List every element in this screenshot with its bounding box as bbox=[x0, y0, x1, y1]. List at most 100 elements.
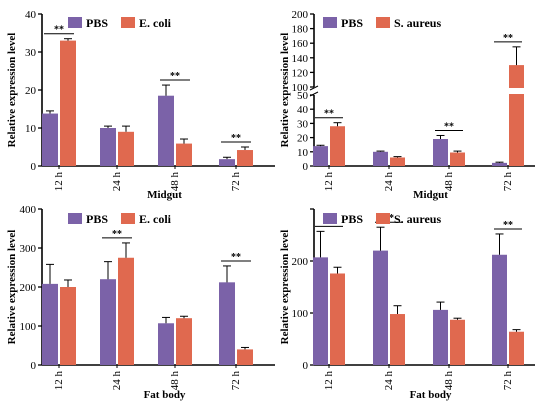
legend-swatch-pbs bbox=[68, 17, 82, 28]
y-tick-label: 10 bbox=[25, 123, 37, 135]
bar-treatment bbox=[237, 349, 253, 365]
x-tick-label: 24 h bbox=[111, 371, 123, 391]
legend-label-pbs: PBS bbox=[86, 212, 108, 226]
y-tick-label: 100 bbox=[292, 82, 309, 94]
bar-treatment bbox=[118, 131, 134, 166]
y-tick-label: 40 bbox=[25, 9, 37, 21]
x-tick-label: 24 h bbox=[383, 172, 395, 192]
axis-break-mark bbox=[309, 91, 319, 97]
legend-swatch-treatment bbox=[121, 17, 135, 28]
y-tick-label: 0 bbox=[303, 161, 309, 173]
x-tick-label: 48 h bbox=[169, 172, 181, 192]
bar-treatment bbox=[450, 319, 465, 365]
y-tick-label: 30 bbox=[297, 118, 309, 130]
legend-label-treatment: S. aureus bbox=[394, 16, 441, 30]
bar-treatment bbox=[176, 318, 192, 365]
bar-treatment bbox=[176, 143, 192, 166]
bar-pbs bbox=[158, 95, 174, 166]
axis-break-mark bbox=[309, 85, 319, 91]
y-tick-label: 120 bbox=[292, 67, 309, 79]
legend: PBS S. aureus bbox=[323, 212, 441, 226]
x-tick-label: 72 h bbox=[230, 371, 242, 391]
significance-marker: ** bbox=[324, 109, 334, 120]
bar-treatment bbox=[450, 152, 465, 166]
y-tick-label: 50 bbox=[297, 90, 309, 102]
bar-treatment bbox=[330, 273, 345, 365]
bar-pbs bbox=[100, 279, 116, 365]
x-tick-label: 48 h bbox=[169, 371, 181, 391]
legend-swatch-treatment bbox=[121, 213, 135, 224]
x-tick-label: 72 h bbox=[502, 371, 514, 391]
y-tick-label: 100 bbox=[20, 321, 37, 333]
legend-label-treatment: E. coli bbox=[139, 212, 172, 226]
significance-marker: ** bbox=[54, 25, 64, 36]
y-axis-label: Relative expression level bbox=[279, 33, 291, 148]
x-tick-label: 24 h bbox=[383, 371, 395, 391]
x-tick-label: 12 h bbox=[53, 371, 65, 391]
bar-treatment bbox=[60, 287, 76, 365]
y-tick-label: 300 bbox=[20, 243, 37, 255]
y-tick-label: 140 bbox=[292, 53, 309, 65]
bar-pbs bbox=[313, 146, 328, 166]
significance-marker: ** bbox=[231, 252, 241, 263]
x-tick-label: 48 h bbox=[443, 371, 455, 391]
legend: PBS S. aureus bbox=[323, 16, 441, 30]
bar-treatment bbox=[237, 150, 253, 166]
legend-label-pbs: PBS bbox=[341, 212, 363, 226]
bar-treatment bbox=[509, 331, 524, 365]
x-axis-label: Fat body bbox=[410, 389, 452, 401]
y-tick-label: 180 bbox=[292, 24, 309, 36]
bar-pbs bbox=[158, 323, 174, 365]
y-axis-label: Relative expression level bbox=[279, 230, 291, 345]
bar-pbs bbox=[42, 283, 58, 365]
bar-treatment bbox=[390, 157, 405, 166]
y-tick-label: 200 bbox=[292, 9, 309, 21]
bar-pbs bbox=[492, 254, 507, 365]
y-axis-label: Relative expression level bbox=[6, 33, 18, 148]
y-tick-label: 30 bbox=[25, 47, 37, 59]
y-tick-label: 40 bbox=[297, 104, 309, 116]
chart-panel-3: 0 100 200 300 400 12 h ** 24 h 48 h ** 72 h Relativ… bbox=[6, 204, 275, 401]
legend-swatch-pbs bbox=[68, 213, 82, 224]
x-tick-label: 24 h bbox=[111, 172, 123, 192]
bar-treatment bbox=[509, 65, 524, 166]
significance-marker: ** bbox=[503, 220, 513, 231]
y-tick-label: 160 bbox=[292, 38, 309, 50]
y-tick-label: 0 bbox=[31, 360, 37, 372]
legend-label-pbs: PBS bbox=[86, 16, 108, 30]
x-tick-label: 48 h bbox=[443, 172, 455, 192]
bar-pbs bbox=[100, 128, 116, 166]
axis-break-gap bbox=[508, 88, 525, 94]
y-axis-label: Relative expression level bbox=[6, 230, 18, 345]
significance-marker: ** bbox=[170, 71, 180, 82]
bar-pbs bbox=[373, 151, 388, 166]
bar-treatment bbox=[330, 126, 345, 166]
x-tick-label: 72 h bbox=[230, 172, 242, 192]
bar-pbs bbox=[42, 113, 58, 166]
legend-swatch-pbs bbox=[323, 213, 337, 224]
y-tick-label: 20 bbox=[25, 85, 37, 97]
bar-pbs bbox=[492, 162, 507, 166]
bar-pbs bbox=[433, 139, 448, 166]
legend-label-pbs: PBS bbox=[341, 16, 363, 30]
y-tick-label: 20 bbox=[297, 133, 309, 145]
y-tick-label: 400 bbox=[20, 204, 37, 216]
bar-treatment bbox=[118, 257, 134, 365]
bar-pbs bbox=[219, 159, 235, 166]
legend-swatch-pbs bbox=[323, 17, 337, 28]
x-axis-label: Midgut bbox=[147, 189, 182, 201]
x-axis-label: Midgut bbox=[413, 189, 448, 201]
y-tick-label: 100 bbox=[292, 308, 309, 320]
legend-swatch-treatment bbox=[376, 213, 390, 224]
bar-treatment bbox=[390, 314, 405, 365]
significance-marker: ** bbox=[231, 133, 241, 144]
y-tick-label: 0 bbox=[303, 360, 309, 372]
legend: PBS E. coli bbox=[68, 16, 172, 30]
y-tick-label: 0 bbox=[31, 161, 37, 173]
bar-pbs bbox=[433, 309, 448, 365]
legend-label-treatment: S. aureus bbox=[394, 212, 441, 226]
legend: PBS E. coli bbox=[68, 212, 172, 226]
